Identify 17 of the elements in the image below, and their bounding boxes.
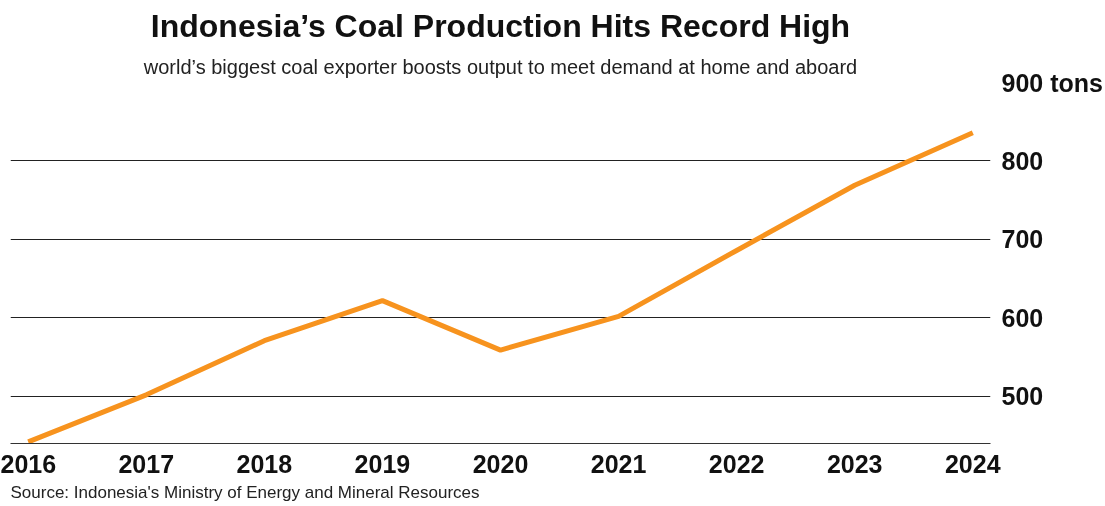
x-tick-label: 2022 <box>708 449 765 478</box>
x-tick-label: 2019 <box>354 449 411 478</box>
x-tick-label: 2020 <box>472 449 529 478</box>
y-tick-label: 800 <box>1001 146 1044 175</box>
source-note: Source: Indonesia's Ministry of Energy and Mineral Resources <box>10 482 480 502</box>
x-tick-label: 2016 <box>0 449 57 478</box>
x-tick-label: 2017 <box>118 449 175 478</box>
y-tick-label: 700 <box>1001 225 1044 254</box>
x-tick-label: 2023 <box>826 449 883 478</box>
x-tick-label: 2021 <box>590 449 647 478</box>
chart-subtitle: world’s biggest coal exporter boosts output to meet demand at home and aboard <box>142 55 858 78</box>
y-tick-label: 900 tons <box>1001 68 1103 97</box>
y-tick-label: 600 <box>1001 303 1044 332</box>
chart-title: Indonesia’s Coal Production Hits Record High <box>150 7 851 44</box>
x-tick-label: 2018 <box>236 449 293 478</box>
y-tick-label: 500 <box>1001 382 1044 411</box>
x-tick-label: 2024 <box>944 449 1001 478</box>
